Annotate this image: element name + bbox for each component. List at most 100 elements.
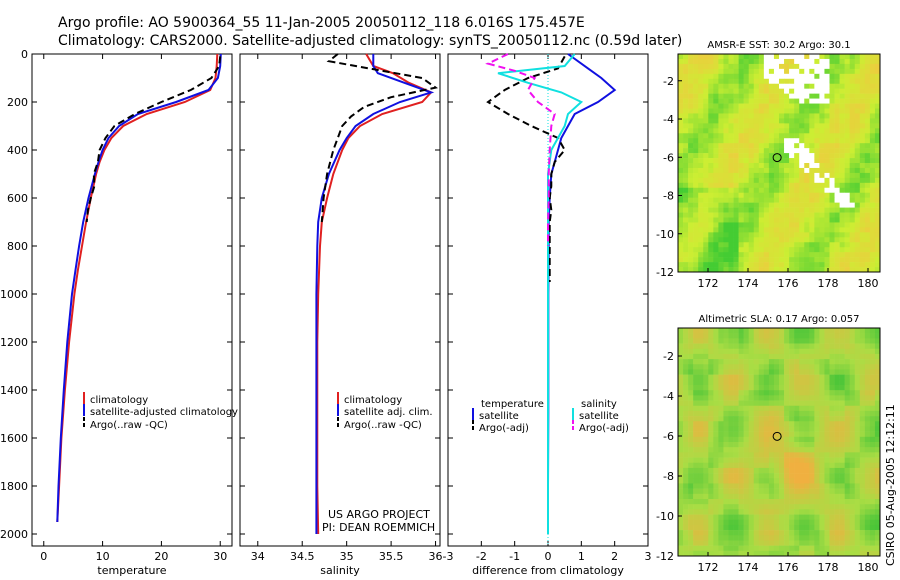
- map-cell: [874, 348, 881, 355]
- map-cell: [773, 182, 780, 189]
- map-cell: [784, 167, 790, 174]
- map-cell: [799, 410, 805, 417]
- map-cell: [854, 88, 861, 94]
- map-cell: [854, 519, 861, 526]
- map-cell: [789, 395, 795, 401]
- map-cell: [859, 163, 866, 169]
- map-cell: [819, 123, 825, 129]
- map-cell: [829, 68, 835, 75]
- map-cell: [753, 405, 760, 412]
- map-cell: [789, 431, 795, 438]
- map-cell: [768, 483, 775, 489]
- map-cell: [688, 524, 694, 531]
- map-cell: [728, 364, 734, 370]
- map-cell: [763, 123, 770, 129]
- map-cell: [874, 540, 881, 546]
- map-cell: [723, 138, 729, 144]
- map-cell: [829, 328, 835, 334]
- map-cell: [799, 452, 805, 458]
- map-cell: [728, 167, 734, 174]
- map-cell: [779, 167, 785, 174]
- map-cell: [758, 232, 765, 238]
- map-cell: [804, 54, 810, 60]
- map-cell: [809, 473, 815, 479]
- map-cell: [874, 343, 881, 350]
- map-cell: [688, 63, 694, 70]
- map-cell: [789, 68, 795, 75]
- map-cell: [718, 202, 724, 208]
- map-cell: [789, 426, 795, 432]
- map-cell: [849, 98, 856, 104]
- map-cell: [794, 493, 800, 500]
- map-cell: [698, 509, 704, 515]
- map-cell: [819, 153, 825, 159]
- map-cell: [773, 364, 780, 370]
- map-cell: [819, 222, 825, 228]
- map-cell: [723, 108, 729, 114]
- map-cell: [814, 63, 820, 70]
- map-cell: [844, 499, 850, 505]
- map-cell: [844, 385, 850, 391]
- map-cell: [784, 172, 790, 179]
- map-cell: [784, 550, 790, 557]
- map-cell: [814, 467, 820, 474]
- map-cell: [814, 103, 820, 109]
- map-cell: [859, 217, 866, 223]
- map-cell: [753, 499, 760, 505]
- map-cell: [784, 227, 790, 233]
- argo-position-marker: [772, 431, 782, 441]
- map-cell: [743, 364, 749, 370]
- map-cell: [748, 98, 755, 104]
- map-cell: [738, 103, 744, 109]
- map-cell: [849, 133, 856, 139]
- map-cell: [703, 197, 709, 203]
- map-cell: [733, 452, 739, 458]
- map-cell: [839, 447, 845, 453]
- map-cell: [789, 197, 795, 203]
- map-cell: [708, 385, 714, 391]
- map-cell: [794, 369, 800, 375]
- map-cell: [733, 93, 739, 99]
- map-cell: [688, 509, 694, 515]
- map-cell: [789, 421, 795, 427]
- map-cell: [678, 257, 684, 263]
- map-cell: [819, 405, 825, 412]
- map-cell: [869, 343, 876, 350]
- map-cell: [768, 343, 775, 350]
- map-cell: [708, 431, 714, 438]
- map-cell: [743, 158, 749, 164]
- map-cell: [678, 488, 684, 495]
- map-cell: [849, 519, 856, 526]
- map-cell: [799, 504, 805, 510]
- map-cell: [839, 63, 845, 70]
- map-cell: [869, 242, 876, 248]
- map-cell: [789, 172, 795, 179]
- map-cell: [683, 138, 689, 144]
- map-cell: [683, 447, 689, 453]
- y-tick-label: 1200: [0, 336, 28, 349]
- map-cell: [804, 405, 810, 412]
- map-cell: [814, 343, 820, 350]
- map-cell: [763, 153, 770, 159]
- map-cell: [738, 158, 744, 164]
- map-cell: [874, 395, 881, 401]
- map-cell: [814, 550, 820, 557]
- map-cell: [824, 462, 830, 469]
- map-cell: [779, 385, 785, 391]
- map-cell: [824, 113, 830, 119]
- map-cell: [864, 348, 871, 355]
- map-cell: [698, 167, 704, 174]
- map-cell: [819, 158, 825, 164]
- map-cell: [809, 390, 815, 396]
- map-cell: [819, 88, 825, 94]
- map-cell: [809, 267, 815, 273]
- map-cell: [869, 212, 876, 218]
- map-cell: [874, 483, 881, 489]
- map-cell: [678, 447, 684, 453]
- map-cell: [708, 207, 714, 213]
- map-cell: [708, 410, 714, 417]
- map-cell: [773, 550, 780, 557]
- map-cell: [718, 192, 724, 198]
- map-cell: [799, 88, 805, 94]
- map-cell: [784, 158, 790, 164]
